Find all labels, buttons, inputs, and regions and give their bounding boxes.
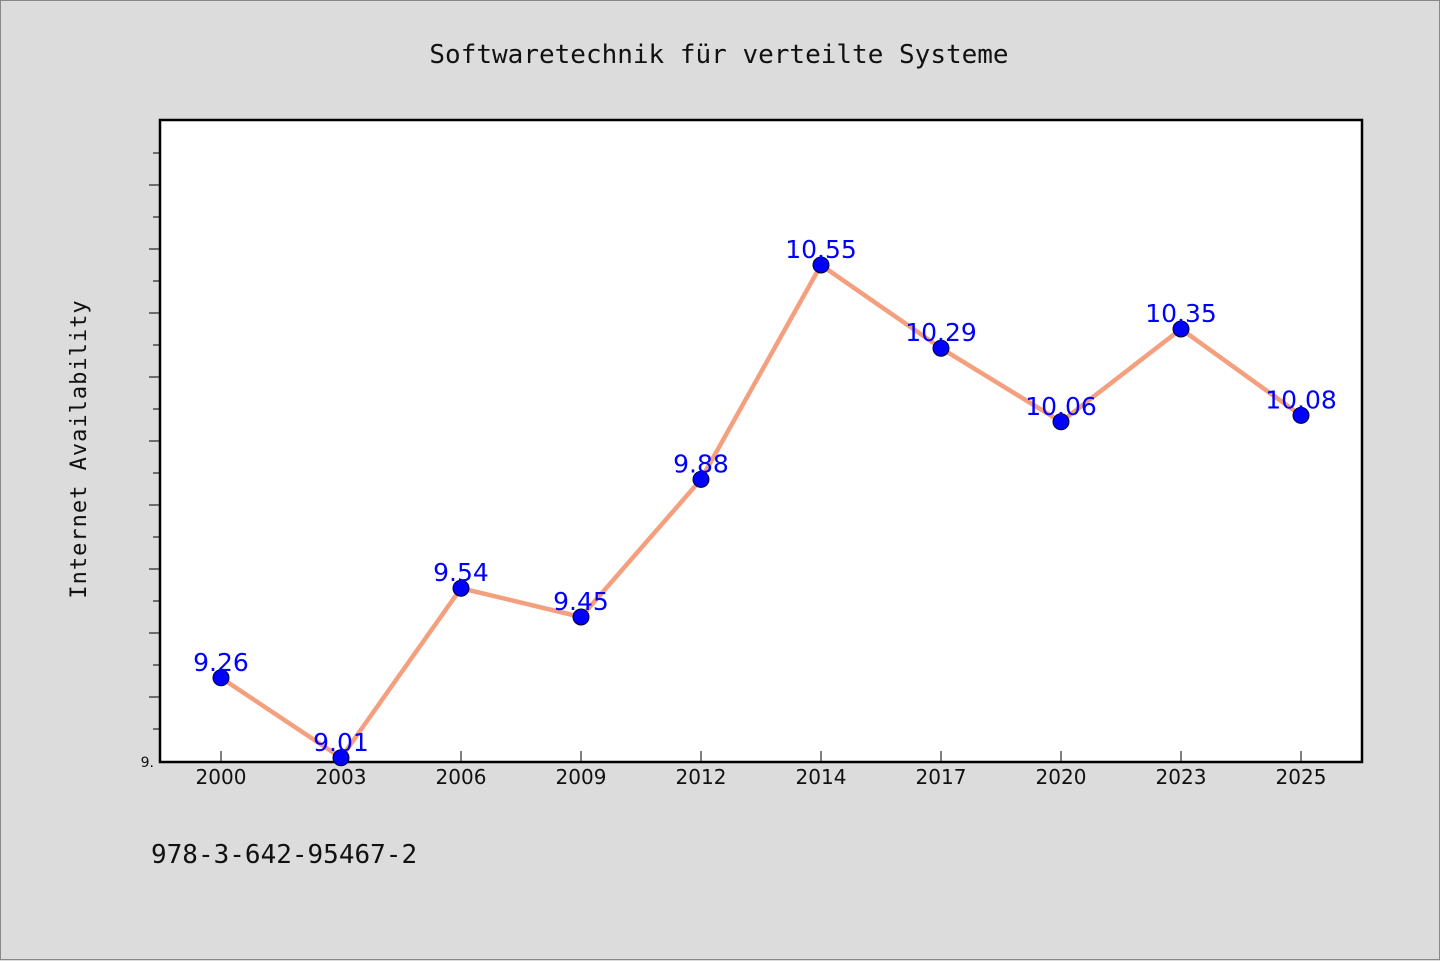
data-label: 9.01	[313, 728, 369, 757]
data-point	[1052, 413, 1070, 431]
data-label: 10.06	[1025, 392, 1097, 421]
data-labels-group: 9.26 9.01 9.54 9.45 9.88 10.55 10.29 10.06 10.35…	[193, 235, 1337, 757]
plot-area	[158, 118, 1364, 764]
data-point	[1292, 406, 1310, 424]
y-axis-label: Internet Availability	[67, 299, 92, 598]
data-label: 10.35	[1145, 299, 1217, 328]
data-point	[452, 579, 470, 597]
data-label: 9.88	[673, 449, 729, 478]
x-tick-label: 2012	[676, 765, 727, 789]
x-tick-label: 2009	[556, 765, 607, 789]
x-tick-label: 2003	[316, 765, 367, 789]
data-label: 10.29	[905, 318, 977, 347]
x-axis-ticks: 2000 2003 2006 2009 2012 2014 2017 2020 2023 2025	[196, 751, 1327, 789]
x-tick-label: 2000	[196, 765, 247, 789]
data-label: 10.55	[785, 235, 857, 264]
x-tick-label: 2023	[1156, 765, 1207, 789]
x-tick-label: 2014	[796, 765, 847, 789]
x-tick-label: 2006	[436, 765, 487, 789]
x-tick-label: 2017	[916, 765, 967, 789]
data-point	[932, 339, 950, 357]
data-point	[692, 470, 710, 488]
isbn-footer: 978-3-642-95467-2	[151, 840, 417, 870]
data-label: 10.08	[1265, 385, 1337, 414]
y-axis-ticks	[149, 152, 161, 730]
data-label: 9.26	[193, 648, 249, 677]
x-tick-label: 2025	[1276, 765, 1327, 789]
points-group	[212, 256, 1310, 767]
data-label: 9.45	[553, 587, 609, 616]
x-tick-label: 2020	[1036, 765, 1087, 789]
data-point	[812, 256, 830, 274]
data-label: 9.54	[433, 558, 489, 587]
series-group	[218, 262, 1304, 761]
y-tick-label: 9.	[141, 755, 154, 771]
data-point	[212, 669, 230, 687]
chart-title: Softwaretechnik für verteilte Systeme	[429, 40, 1008, 70]
series-line	[218, 262, 1304, 761]
data-point	[332, 749, 350, 767]
data-point	[572, 608, 590, 626]
data-point	[1172, 320, 1190, 338]
